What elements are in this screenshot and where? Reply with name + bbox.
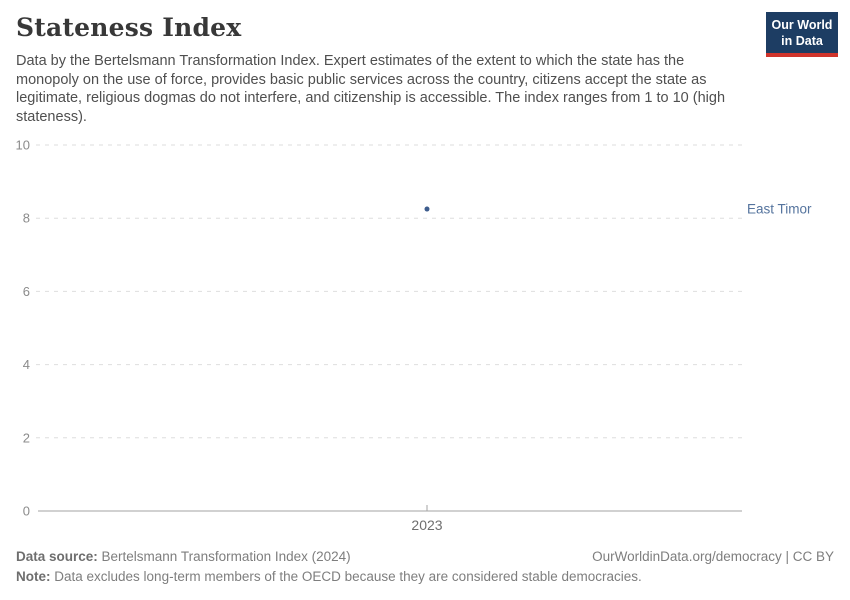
owid-logo-line2: in Data [781, 34, 823, 48]
data-source-label: Data source: [16, 549, 98, 564]
note-value: Data excludes long-term members of the O… [50, 569, 642, 584]
subtitle-line: legitimate, religious dogmas do not inte… [16, 90, 726, 106]
data-point-east-timor[interactable] [424, 206, 430, 212]
owid-url-link[interactable]: OurWorldinData.org/democracy | CC BY [592, 549, 834, 564]
y-axis-tick-label: 4 [23, 357, 30, 372]
subtitle-line: Data by the Bertelsmann Transformation I… [16, 53, 685, 69]
data-source-value: Bertelsmann Transformation Index (2024) [97, 549, 351, 564]
note-text: Note: Data excludes long-term members of… [16, 569, 642, 584]
chart-footer: Data source: Bertelsmann Transformation … [16, 547, 834, 587]
note-label: Note: [16, 569, 51, 584]
y-axis-tick-label: 8 [23, 211, 30, 226]
y-axis-tick-label: 10 [16, 138, 30, 153]
y-axis-tick-label: 2 [23, 430, 30, 445]
page-title: Stateness Index [16, 13, 242, 42]
subtitle-line: stateness). [16, 108, 87, 125]
entity-label-east-timor[interactable]: East Timor [747, 202, 812, 217]
subtitle-line: monopoly on the use of force, provides b… [16, 71, 707, 88]
owid-logo-line1: Our World [771, 18, 833, 32]
y-axis-tick-label: 6 [23, 284, 30, 299]
chart-subtitle: Data by the Bertelsmann Transformation I… [16, 52, 756, 126]
y-axis-tick-label: 0 [23, 504, 30, 519]
x-axis-tick-label: 2023 [411, 517, 442, 533]
owid-logo[interactable]: Our World in Data [766, 12, 838, 57]
data-source-text: Data source: Bertelsmann Transformation … [16, 547, 351, 567]
